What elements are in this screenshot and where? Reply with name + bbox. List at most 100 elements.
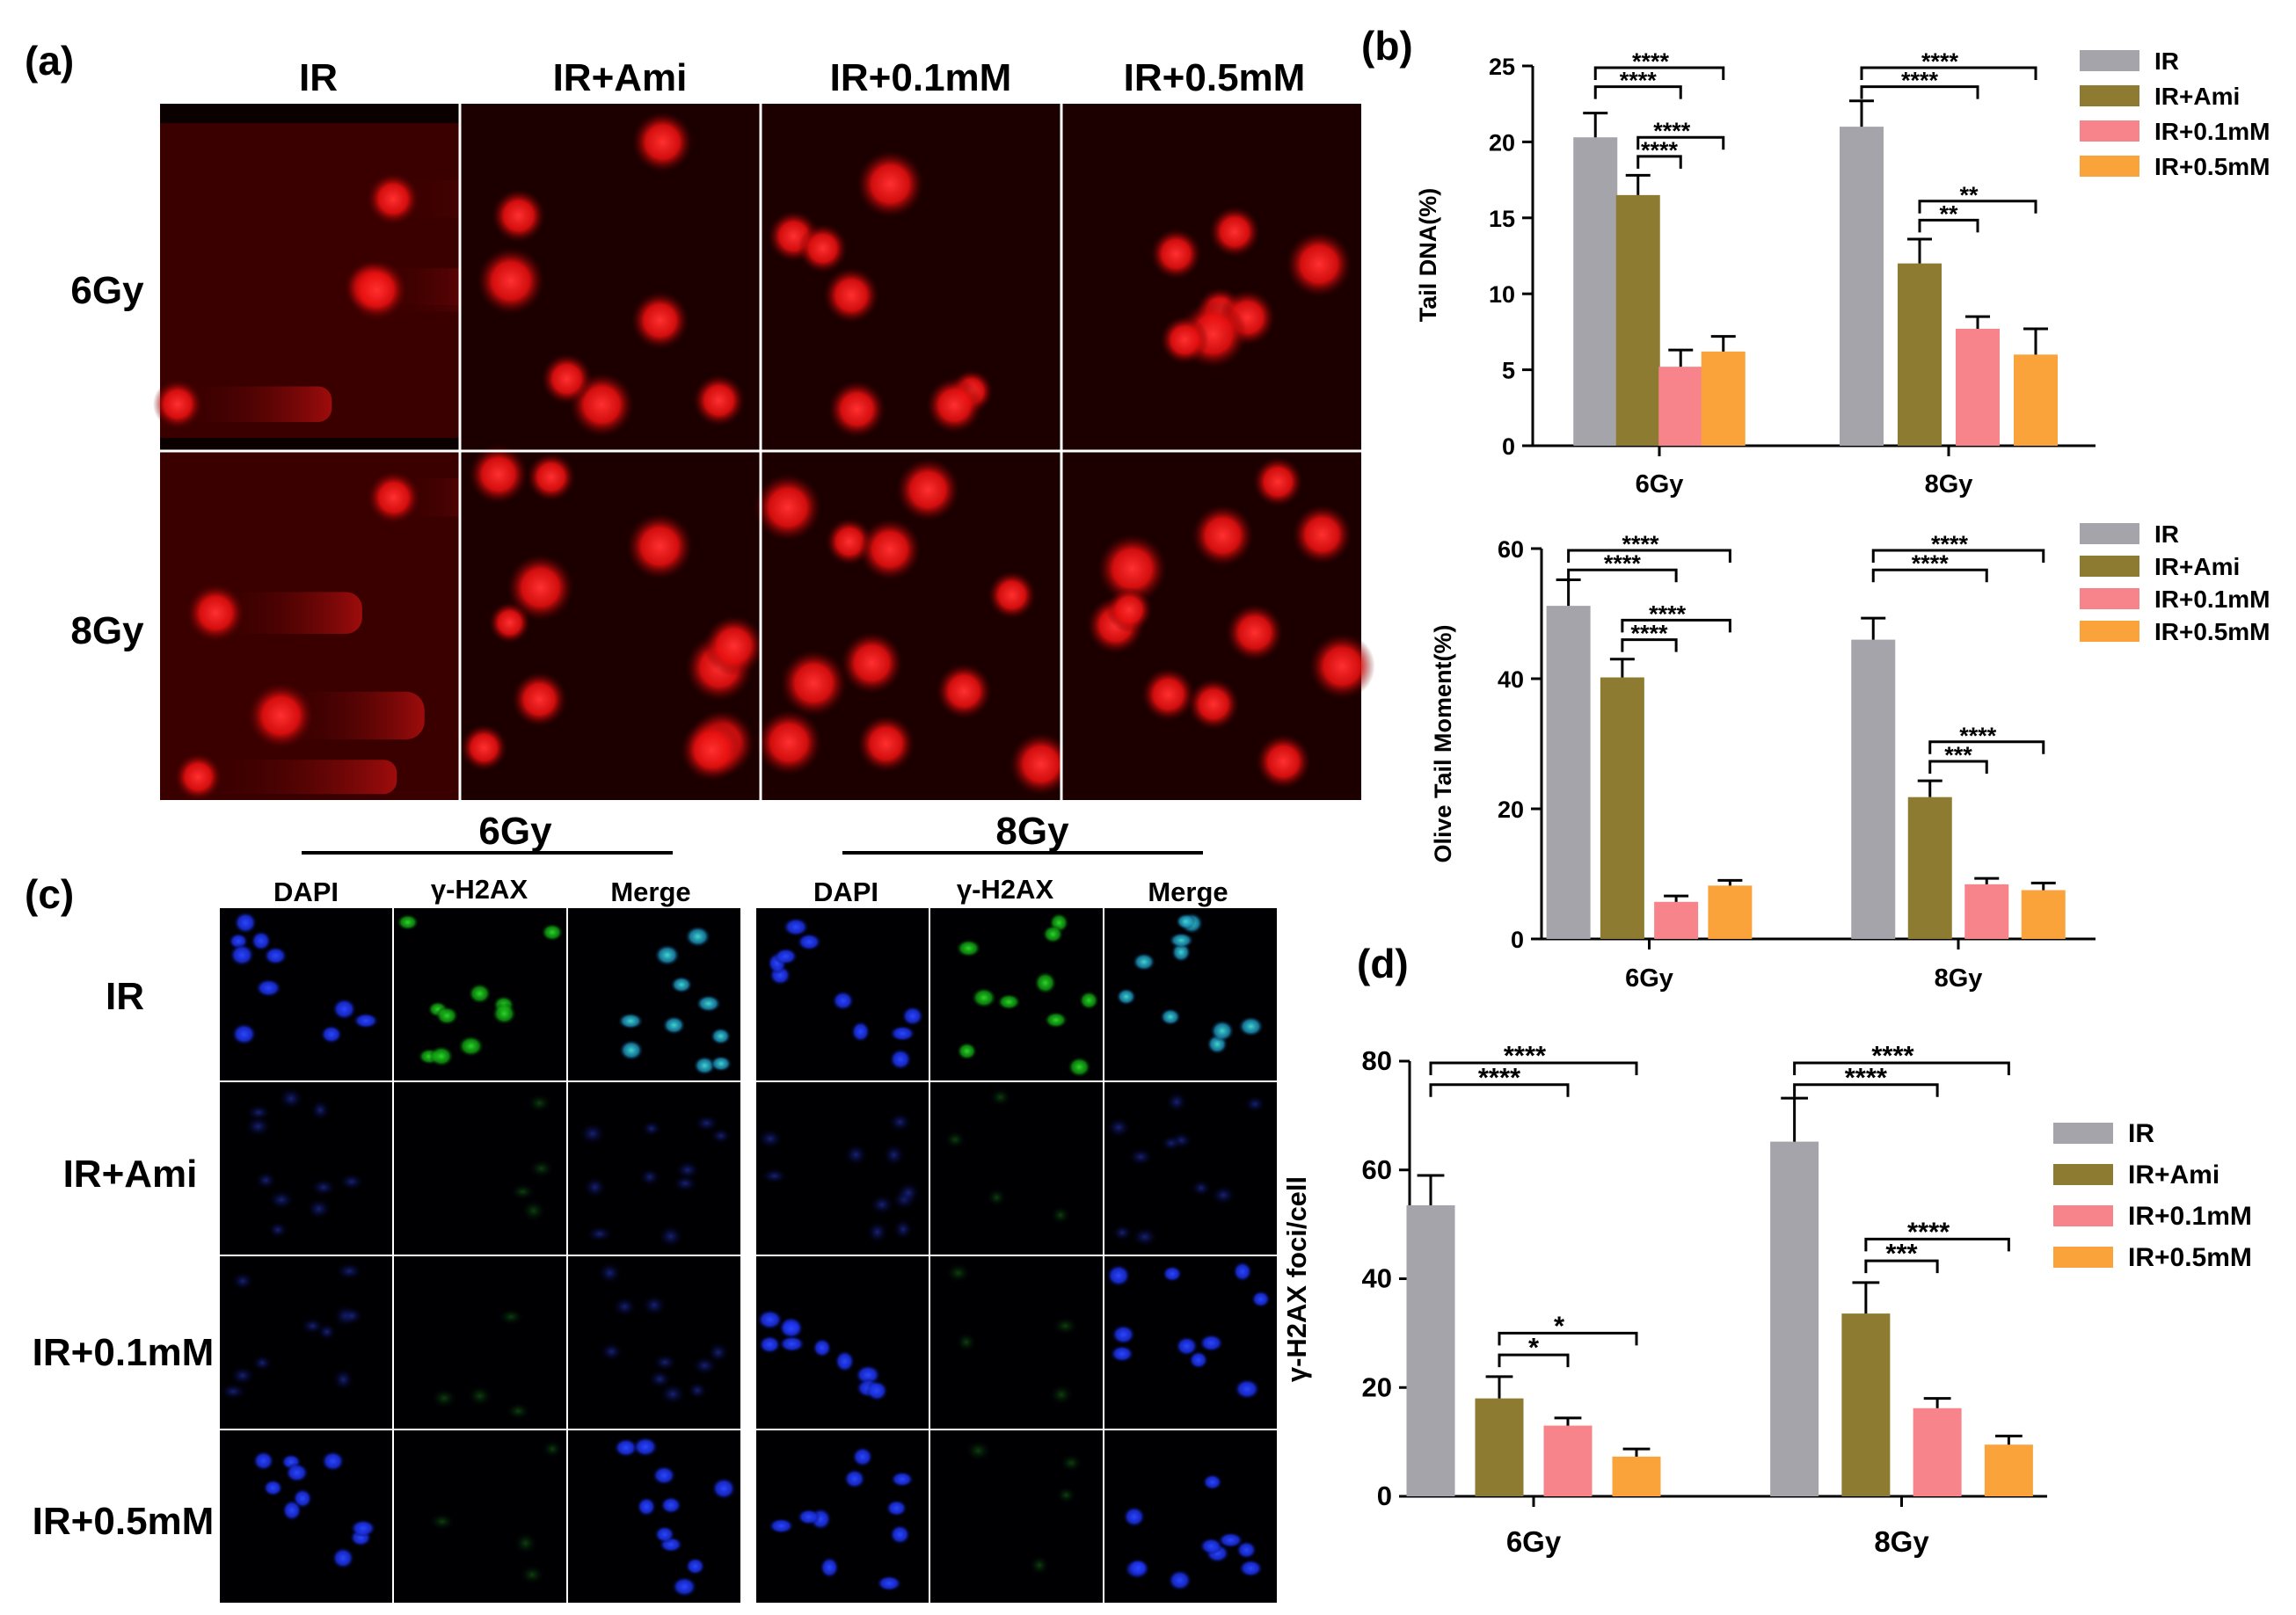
x-category-label: 8Gy bbox=[1935, 964, 1983, 993]
x-category-label: 8Gy bbox=[1874, 1525, 1929, 1558]
bar-ir-ami-6gy bbox=[1600, 678, 1644, 939]
cell-nucleus bbox=[783, 918, 809, 937]
significance-label: **** bbox=[1845, 1062, 1888, 1093]
y-tick-label: 5 bbox=[1502, 358, 1515, 384]
cell-nucleus bbox=[889, 1049, 912, 1071]
cell-nucleus bbox=[282, 1500, 302, 1522]
comet-nucleus bbox=[186, 584, 362, 642]
cell-nucleus bbox=[1176, 913, 1196, 930]
error-bar bbox=[1781, 1098, 1808, 1142]
error-bar bbox=[1418, 1175, 1445, 1205]
cell-nucleus bbox=[774, 948, 798, 965]
cell-nucleus bbox=[832, 991, 854, 1011]
cell-nucleus bbox=[889, 1113, 912, 1132]
cell-nucleus bbox=[541, 923, 563, 942]
legend-label: IR+Ami bbox=[2154, 553, 2240, 580]
y-tick-label: 40 bbox=[1362, 1263, 1392, 1294]
comet-nucleus bbox=[780, 650, 847, 717]
cell-nucleus bbox=[1053, 1317, 1078, 1335]
y-tick-label: 20 bbox=[1362, 1371, 1392, 1402]
legend-swatch bbox=[2053, 1205, 2113, 1226]
panel-c-8gy-merge: Merge bbox=[1148, 877, 1228, 907]
fluorescence-tile bbox=[756, 1082, 929, 1255]
panel-c-6gy-h2ax: γ-H2AX bbox=[431, 874, 528, 905]
cell-nucleus bbox=[890, 1471, 914, 1487]
comet-nucleus bbox=[703, 615, 764, 676]
cell-nucleus bbox=[1112, 1225, 1133, 1241]
cell-nucleus bbox=[769, 1518, 794, 1534]
bar-ir-0-1mm-6gy bbox=[1544, 1426, 1593, 1496]
fluorescence-tile bbox=[394, 1256, 566, 1429]
bar-ir-0-1mm-8gy bbox=[1964, 884, 2008, 939]
cell-nucleus bbox=[642, 1120, 661, 1136]
bar-ir-0-5mm-6gy bbox=[1702, 352, 1746, 446]
error-bar bbox=[1623, 1449, 1651, 1457]
cell-nucleus bbox=[957, 1042, 977, 1060]
cell-nucleus bbox=[1049, 1384, 1073, 1405]
bar-ir-6gy bbox=[1573, 137, 1617, 446]
cell-nucleus bbox=[637, 1497, 656, 1517]
panel-c-6gy-dapi: DAPI bbox=[273, 877, 339, 907]
cell-nucleus bbox=[336, 1262, 362, 1280]
figure-canvas: (a) IR IR+Ami IR+0.1mM IR+0.5mM 6Gy 8Gy … bbox=[0, 0, 2296, 1615]
fluorescence-tile bbox=[1104, 1256, 1277, 1429]
cell-nucleus bbox=[867, 1221, 888, 1244]
cell-nucleus bbox=[584, 1176, 607, 1197]
bar-ir-6gy bbox=[1547, 606, 1591, 939]
legend-swatch bbox=[2080, 156, 2139, 177]
cell-nucleus bbox=[579, 1123, 606, 1145]
error-bar bbox=[1965, 316, 1990, 329]
legend-label: IR+Ami bbox=[2154, 83, 2240, 110]
cell-nucleus bbox=[877, 1575, 902, 1591]
cell-nucleus bbox=[654, 944, 680, 966]
comet-nucleus bbox=[1151, 229, 1202, 280]
cell-nucleus bbox=[758, 1129, 783, 1148]
significance-label: * bbox=[1528, 1332, 1540, 1363]
cell-nucleus bbox=[695, 1115, 719, 1131]
comet-nucleus bbox=[1256, 734, 1310, 789]
comet-nucleus bbox=[248, 682, 425, 748]
cell-nucleus bbox=[1112, 1325, 1135, 1345]
cell-nucleus bbox=[332, 1369, 354, 1391]
cell-nucleus bbox=[813, 1338, 832, 1357]
cell-nucleus bbox=[688, 1382, 707, 1400]
comet-nucleus bbox=[927, 377, 982, 433]
cell-nucleus bbox=[1116, 988, 1136, 1006]
cell-nucleus bbox=[870, 1195, 894, 1215]
comet-nucleus bbox=[681, 718, 743, 781]
cell-nucleus bbox=[432, 1388, 457, 1408]
cell-nucleus bbox=[268, 1221, 288, 1238]
cell-nucleus bbox=[972, 987, 997, 1008]
cell-nucleus bbox=[1051, 1205, 1070, 1225]
fluorescence-tile bbox=[930, 908, 1103, 1080]
cell-nucleus bbox=[901, 1006, 923, 1026]
error-bar bbox=[1974, 878, 1999, 884]
chart-d: (d)γ-H2AX foci/cell0204060806Gy 8Gy******… bbox=[1281, 941, 2252, 1558]
significance-label: **** bbox=[1630, 621, 1668, 647]
panel-c-8gy-dapi: DAPI bbox=[813, 877, 878, 907]
cell-nucleus bbox=[956, 939, 981, 957]
cell-nucleus bbox=[1210, 1020, 1234, 1042]
fluorescence-tile bbox=[1104, 1430, 1277, 1603]
cell-nucleus bbox=[613, 1297, 637, 1316]
cell-nucleus bbox=[332, 998, 357, 1020]
cell-nucleus bbox=[1234, 1379, 1260, 1400]
fluorescence-tile bbox=[756, 908, 929, 1080]
cell-nucleus bbox=[987, 1188, 1007, 1206]
cell-nucleus bbox=[639, 1168, 660, 1187]
panel-c-group-6gy: 6Gy bbox=[478, 810, 552, 853]
cell-nucleus bbox=[843, 1469, 865, 1489]
cell-nucleus bbox=[234, 912, 258, 935]
bar-ir-6gy bbox=[1407, 1205, 1455, 1496]
significance-label: **** bbox=[1620, 68, 1658, 94]
cell-nucleus bbox=[711, 1477, 736, 1500]
cell-nucleus bbox=[966, 1440, 991, 1461]
fluorescence-tile bbox=[394, 908, 566, 1080]
y-tick-label: 25 bbox=[1489, 54, 1515, 80]
comet-image-grid bbox=[153, 104, 1375, 801]
cell-nucleus bbox=[1060, 1454, 1082, 1473]
panel-c-label: (c) bbox=[25, 871, 74, 917]
error-bar bbox=[1610, 659, 1635, 678]
fluorescence-tile bbox=[568, 1256, 740, 1429]
cell-nucleus bbox=[648, 1370, 671, 1388]
